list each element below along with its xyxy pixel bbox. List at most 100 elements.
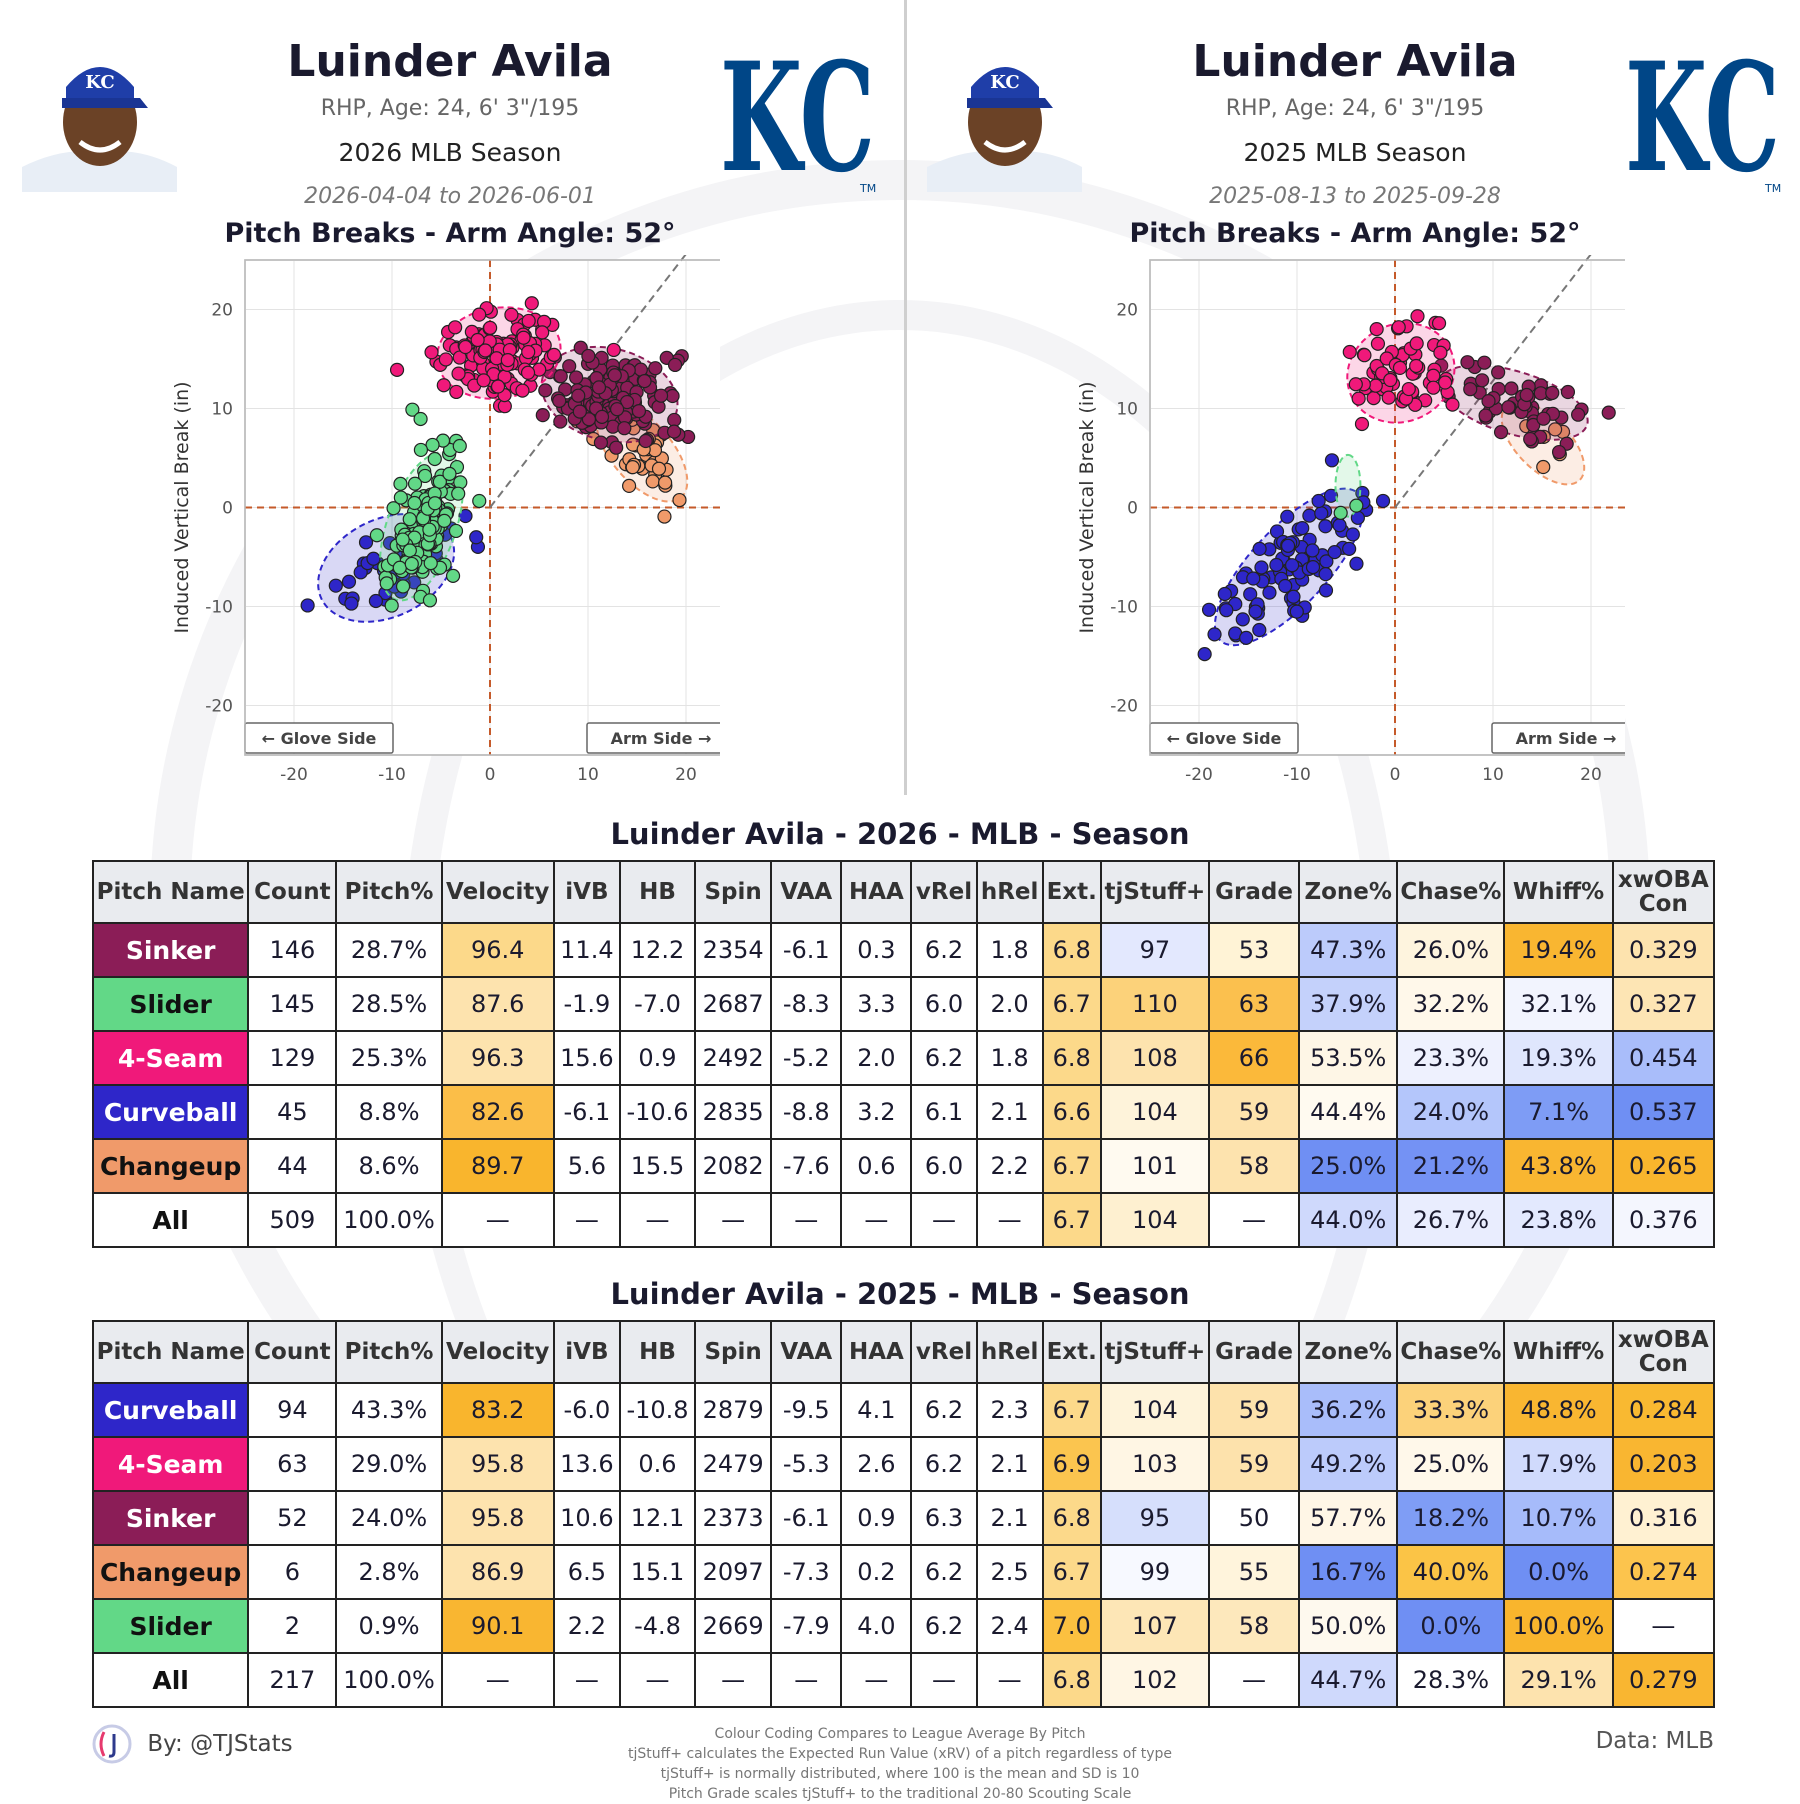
pitch-name-cell: Curveball [91, 1382, 250, 1438]
pitch-point-curveball [358, 535, 374, 550]
pitch-point-curveball [341, 574, 357, 589]
pitch-point-sinker [571, 388, 586, 403]
stat-cell: 7.0 [1041, 1598, 1102, 1654]
pitch-point-4-seam [524, 296, 539, 311]
stat-cell: 6.9 [1041, 1436, 1102, 1492]
pitch-point-sinker [1560, 384, 1576, 400]
stat-cell: 26.7% [1396, 1192, 1506, 1248]
stat-cell: 90.1 [440, 1598, 555, 1654]
stat-cell: 45 [247, 1084, 338, 1140]
pitch-break-plot: -20 -10 0 10 20 -20 -10 0 10 20 ← Glove Side Arm Si… [1076, 255, 1625, 800]
stat-cell: — [975, 1652, 1044, 1708]
stat-cell: 52 [247, 1490, 338, 1546]
stat-cell: 2.0 [840, 1030, 913, 1086]
pitch-point-sinker [1526, 417, 1541, 433]
stat-cell: — [840, 1652, 913, 1708]
pitch-point-changeup [622, 478, 637, 494]
pitch-point-slider [384, 598, 399, 613]
stat-cell: 21.2% [1396, 1138, 1506, 1194]
stat-cell: 6.7 [1041, 1544, 1102, 1600]
column-header: Pitch% [335, 860, 443, 924]
pitch-point-slider [442, 466, 457, 481]
glove-side-label: ← Glove Side [1167, 729, 1282, 748]
plot-border [1149, 259, 1625, 756]
pitch-point-4-seam [1445, 397, 1460, 412]
pitch-point-4-seam [520, 365, 536, 380]
pitch-point-sinker [535, 408, 550, 423]
stat-cell: 28.3% [1396, 1652, 1506, 1708]
stat-cell: 145 [247, 976, 338, 1032]
pitch-point-curveball [1248, 604, 1263, 619]
pitch-name-cell: Changeup [91, 1544, 250, 1600]
pitch-point-sinker [1474, 373, 1490, 388]
stat-cell: 0.279 [1611, 1652, 1716, 1708]
x-tick-label: -10 [378, 765, 406, 785]
column-header: vRel [910, 860, 978, 924]
stat-cell: — [770, 1192, 843, 1248]
table-row: All 509 100.0% — — — — — — — —6.7 104—44.0% 26.7% 23.… [91, 1192, 1716, 1248]
column-header: tjStuff+ [1099, 1320, 1210, 1384]
stat-cell: 2669 [694, 1598, 773, 1654]
stat-cell: 104 [1099, 1382, 1210, 1438]
pitch-point-curveball [1207, 627, 1222, 642]
pitch-point-slider [432, 474, 447, 489]
stat-cell: 12.2 [618, 922, 697, 978]
pitch-point-4-seam [389, 362, 405, 377]
table-title-2025: Luinder Avila - 2025 - MLB - Season [610, 1277, 1190, 1311]
stat-cell: 6.8 [1041, 1490, 1102, 1546]
stat-cell: 25.0% [1396, 1436, 1506, 1492]
pitch-point-sinker [553, 414, 568, 429]
pitch-point-curveball [1280, 538, 1296, 553]
stat-cell: 6.1 [910, 1084, 978, 1140]
pitch-point-slider [369, 528, 384, 543]
stat-cell: 0.3 [840, 922, 913, 978]
pitch-point-4-seam [1381, 390, 1396, 405]
x-tick-label: -20 [1185, 765, 1213, 785]
pitch-point-curveball [1311, 493, 1326, 509]
pitch-point-sinker [591, 380, 607, 395]
stat-cell: 2.3 [975, 1382, 1044, 1438]
stat-cell: 53.5% [1298, 1030, 1399, 1086]
pitch-point-4-seam [490, 379, 506, 394]
pitch-point-4-seam [1401, 381, 1416, 397]
pitch-point-curveball [1345, 527, 1360, 542]
pitch-point-4-seam [1368, 378, 1383, 393]
column-header: hRel [975, 860, 1044, 924]
stat-cell: — [910, 1192, 978, 1248]
stat-cell: 6.2 [910, 1030, 978, 1086]
y-axis-label: Induced Vertical Break (in) [1076, 381, 1098, 633]
pitch-point-slider [427, 451, 442, 467]
pitch-name-cell: Slider [91, 1598, 250, 1654]
pitch-point-curveball [1239, 630, 1254, 645]
pitch-point-curveball [1295, 521, 1310, 536]
pitch-point-sinker [638, 433, 653, 449]
pitch-point-slider [413, 442, 429, 458]
stat-cell: 44.0% [1298, 1192, 1399, 1248]
stat-cell: 44.4% [1298, 1084, 1399, 1140]
pitch-point-4-seam [1369, 321, 1384, 337]
footer-notes: Colour Coding Compares to League Average… [0, 1724, 1800, 1804]
stat-cell: 7.1% [1503, 1084, 1614, 1140]
chart-title: Pitch Breaks - Arm Angle: 52° [1129, 218, 1581, 249]
stat-cell: -6.1 [552, 1084, 621, 1140]
pitch-name-cell: All [91, 1652, 250, 1708]
season-label: 2025 MLB Season [1243, 138, 1467, 167]
stat-cell: 28.5% [335, 976, 443, 1032]
stat-cell: 95 [1099, 1490, 1210, 1546]
stat-cell: 50 [1207, 1490, 1301, 1546]
pitch-point-slider [379, 576, 394, 591]
pitch-point-curveball [1269, 557, 1284, 573]
stat-cell: 0.316 [1611, 1490, 1716, 1546]
pitch-point-curveball [1305, 560, 1321, 575]
stat-cell: — [1207, 1192, 1301, 1248]
pitch-point-slider [393, 490, 408, 505]
column-header: xwOBA Con [1611, 1320, 1716, 1384]
stat-cell: 94 [247, 1382, 338, 1438]
pitch-point-sinker [1571, 407, 1586, 422]
column-header: Zone% [1298, 1320, 1399, 1384]
pitch-point-curveball [458, 508, 473, 524]
pitch-point-curveball [1269, 524, 1285, 539]
pitch-point-4-seam [546, 347, 562, 362]
pitch-point-sinker [552, 393, 567, 408]
footer-note: tjStuff+ is normally distributed, where … [660, 1766, 1140, 1782]
